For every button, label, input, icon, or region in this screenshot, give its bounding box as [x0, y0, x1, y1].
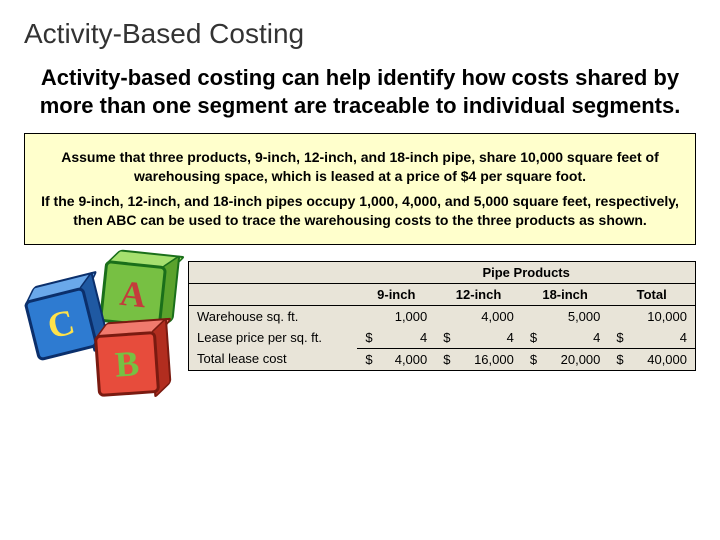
table-row: Lease price per sq. ft.$4$4$4$4: [189, 327, 695, 349]
pipe-products-table: Pipe Products9-inch12-inch18-inchTotalWa…: [188, 261, 696, 371]
table-row: Total lease cost$4,000$16,000$20,000$40,…: [189, 348, 695, 370]
table-row: Warehouse sq. ft. 1,000 4,000 5,000 10,000: [189, 305, 695, 327]
row-label: Warehouse sq. ft.: [189, 305, 357, 327]
cell-value: 4: [542, 327, 609, 349]
toy-block-c: C: [23, 286, 98, 361]
cell-value: 4: [377, 327, 435, 349]
callout-box: Assume that three products, 9-inch, 12-i…: [24, 133, 696, 245]
table-super-header: Pipe Products: [357, 262, 695, 284]
table-corner: [189, 283, 357, 305]
toy-block-a: A: [99, 259, 167, 327]
col-9-inch: 9-inch: [357, 283, 435, 305]
cell-value: 4,000: [377, 348, 435, 370]
cell-value: 1,000: [377, 305, 435, 327]
row-label: Lease price per sq. ft.: [189, 327, 357, 349]
row-label: Total lease cost: [189, 348, 357, 370]
callout-p1: Assume that three products, 9-inch, 12-i…: [37, 148, 683, 186]
slide-title: Activity-Based Costing: [24, 18, 696, 50]
callout-p2: If the 9-inch, 12-inch, and 18-inch pipe…: [37, 192, 683, 230]
cell-value: 20,000: [542, 348, 609, 370]
cell-value: 4,000: [455, 305, 522, 327]
cell-value: 16,000: [455, 348, 522, 370]
cell-value: 10,000: [628, 305, 695, 327]
col-18-inch: 18-inch: [522, 283, 609, 305]
cell-value: 4: [628, 327, 695, 349]
toy-block-b: B: [94, 330, 160, 396]
col-Total: Total: [608, 283, 695, 305]
cell-value: 40,000: [628, 348, 695, 370]
cell-value: 5,000: [542, 305, 609, 327]
cell-value: 4: [455, 327, 522, 349]
abc-blocks-graphic: ACB: [24, 261, 174, 401]
slide-subtitle: Activity-based costing can help identify…: [24, 64, 696, 119]
col-12-inch: 12-inch: [435, 283, 522, 305]
